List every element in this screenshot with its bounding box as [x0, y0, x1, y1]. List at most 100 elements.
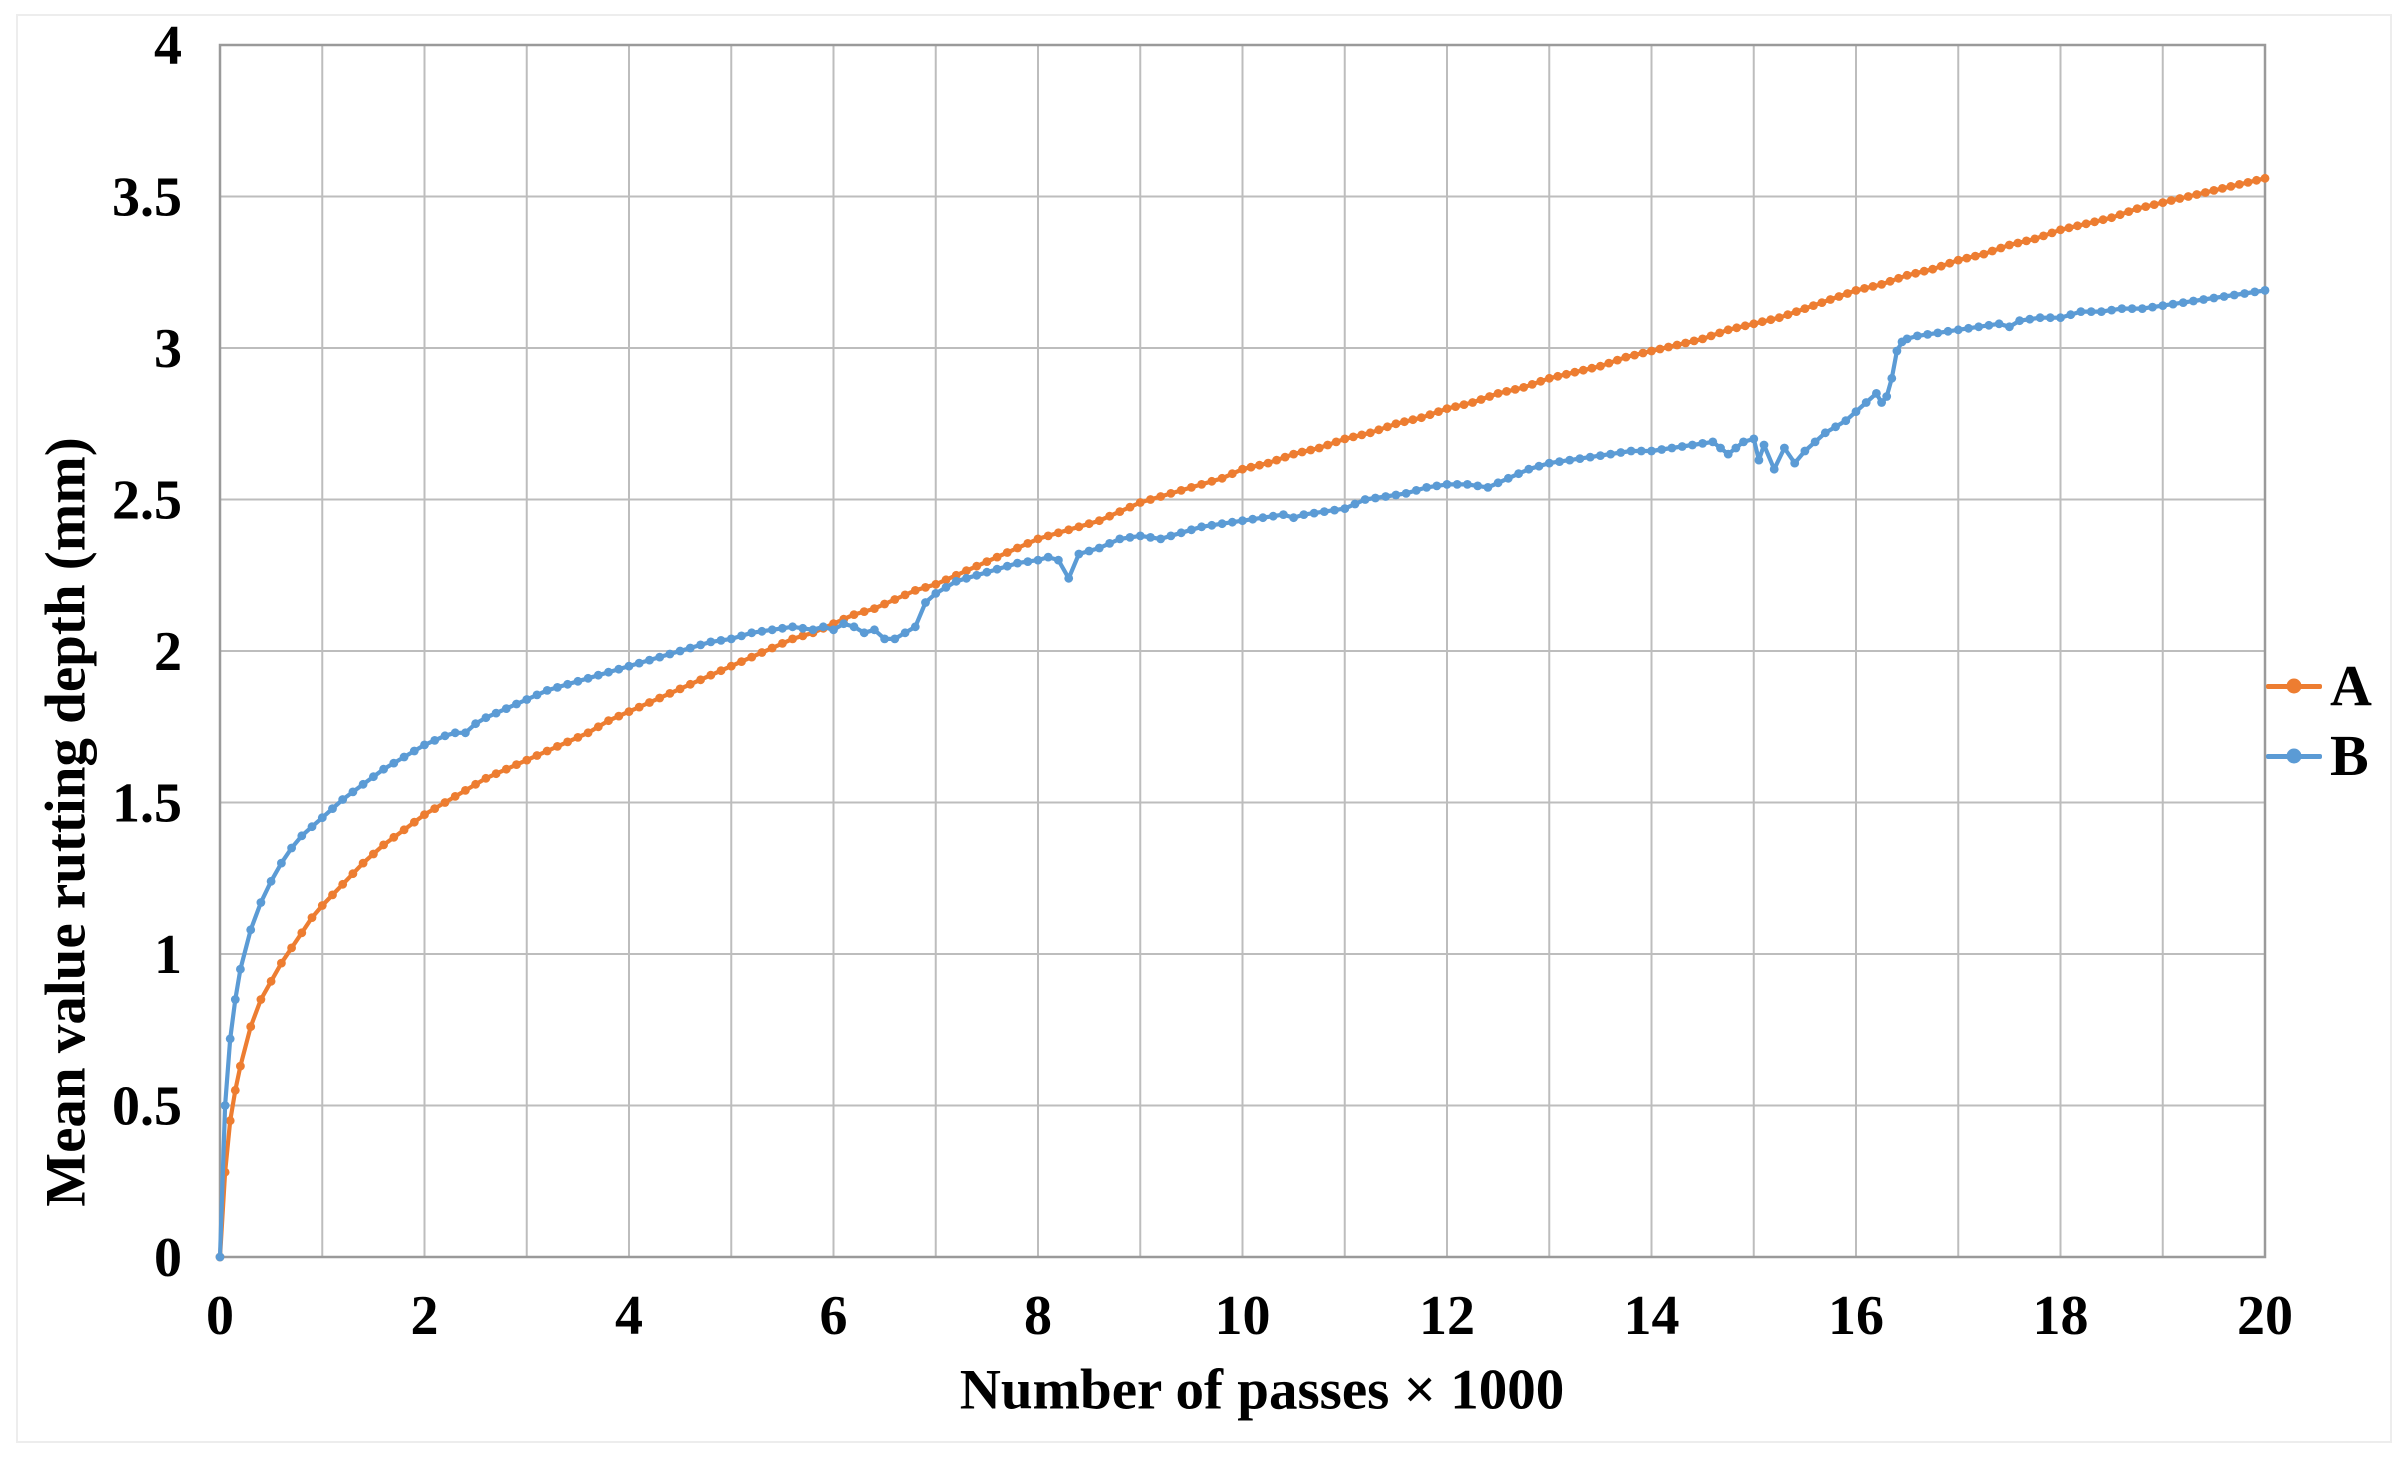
data-point-marker — [2005, 322, 2014, 332]
data-point-marker — [2189, 296, 2198, 306]
data-point-marker — [1575, 454, 1585, 463]
data-point-marker — [553, 683, 562, 692]
data-point-marker — [2022, 236, 2031, 246]
data-point-marker — [1677, 442, 1687, 451]
data-point-marker — [808, 625, 818, 635]
x-tick-label: 2 — [411, 1285, 439, 1347]
data-point-marker — [2066, 310, 2076, 320]
legend: A B — [2266, 657, 2372, 788]
data-point-marker — [1510, 385, 1520, 394]
data-point-marker — [2013, 238, 2023, 248]
series-B-markers — [215, 286, 2270, 1262]
data-point-marker — [1289, 513, 1298, 523]
data-point-marker — [1994, 319, 2004, 329]
data-point-marker — [1074, 549, 1084, 559]
data-point-marker — [246, 1022, 256, 1032]
data-point-marker — [1043, 531, 1053, 541]
data-point-marker — [1757, 317, 1767, 327]
data-point-marker — [655, 693, 665, 703]
data-point-marker — [1023, 557, 1033, 566]
data-point-marker — [1809, 301, 1818, 310]
data-point-marker — [369, 772, 378, 782]
data-point-marker — [1902, 270, 1912, 280]
data-point-marker — [1524, 464, 1534, 474]
legend-item-b: B — [2266, 723, 2372, 788]
data-point-marker — [1400, 417, 1409, 427]
data-point-marker — [1146, 533, 1155, 542]
data-point-marker — [522, 695, 532, 704]
data-point-marker — [230, 1085, 240, 1095]
data-point-marker — [328, 804, 337, 813]
data-point-marker — [1887, 373, 1897, 383]
data-point-marker — [2219, 292, 2229, 301]
data-point-marker — [1054, 555, 1063, 565]
data-point-marker — [389, 832, 399, 842]
data-point-marker — [849, 610, 859, 619]
data-point-marker — [2047, 228, 2057, 238]
data-point-marker — [1064, 573, 1074, 583]
data-point-marker — [532, 690, 542, 700]
data-point-marker — [1306, 445, 1316, 455]
data-point-marker — [2076, 307, 2086, 316]
data-point-marker — [604, 667, 613, 677]
data-point-marker — [1800, 304, 1810, 313]
data-point-marker — [1246, 462, 1256, 472]
data-point-marker — [1289, 449, 1298, 459]
data-point-marker — [2166, 196, 2176, 205]
data-point-marker — [767, 643, 777, 653]
data-point-marker — [1381, 492, 1391, 501]
data-point-marker — [583, 728, 593, 738]
data-point-marker — [1943, 326, 1953, 336]
data-point-marker — [2081, 219, 2091, 229]
data-point-marker — [1248, 514, 1258, 524]
data-point-marker — [1013, 558, 1022, 568]
data-point-marker — [542, 686, 552, 695]
data-point-marker — [1348, 432, 1358, 442]
data-point-marker — [1272, 455, 1281, 465]
data-point-marker — [900, 628, 910, 638]
data-point-marker — [1928, 264, 1938, 274]
data-point-marker — [1570, 367, 1580, 377]
data-point-marker — [1255, 460, 1264, 470]
data-point-marker — [1383, 422, 1392, 432]
series-a-marker-icon — [2266, 678, 2322, 694]
data-point-marker — [778, 623, 787, 633]
data-point-marker — [307, 913, 317, 922]
data-point-marker — [1565, 455, 1575, 465]
data-point-marker — [962, 573, 971, 583]
data-point-marker — [1187, 525, 1196, 535]
series-a-dot-icon — [2286, 678, 2302, 694]
y-tick-label: 1 — [154, 924, 182, 986]
data-point-marker — [1647, 446, 1656, 456]
data-point-marker — [614, 711, 624, 721]
data-point-marker — [1105, 511, 1114, 521]
data-point-marker — [1493, 478, 1503, 488]
data-point-marker — [1331, 437, 1341, 447]
data-point-marker — [1401, 489, 1411, 498]
data-point-marker — [1417, 413, 1426, 423]
data-point-marker — [573, 733, 583, 742]
data-point-marker — [369, 849, 378, 859]
data-point-marker — [645, 655, 654, 665]
data-point-marker — [1578, 365, 1588, 375]
data-point-marker — [1125, 502, 1135, 512]
data-point-marker — [1422, 483, 1431, 492]
y-tick-label: 2.5 — [112, 470, 182, 532]
x-tick-label: 6 — [820, 1285, 848, 1347]
data-point-marker — [849, 622, 859, 632]
data-point-marker — [685, 679, 695, 689]
data-point-marker — [2240, 289, 2250, 298]
data-point-marker — [2056, 225, 2065, 235]
data-point-marker — [501, 764, 511, 774]
data-point-marker — [1800, 446, 1810, 456]
data-point-marker — [1493, 389, 1503, 398]
data-point-marker — [1739, 437, 1748, 447]
legend-label-b: B — [2330, 723, 2369, 788]
data-point-marker — [1033, 555, 1043, 565]
data-point-marker — [614, 664, 624, 674]
data-point-marker — [512, 699, 521, 709]
data-point-marker — [1527, 380, 1537, 389]
data-point-marker — [2137, 304, 2147, 313]
data-point-marker — [225, 1116, 235, 1126]
data-point-marker — [2178, 298, 2188, 307]
